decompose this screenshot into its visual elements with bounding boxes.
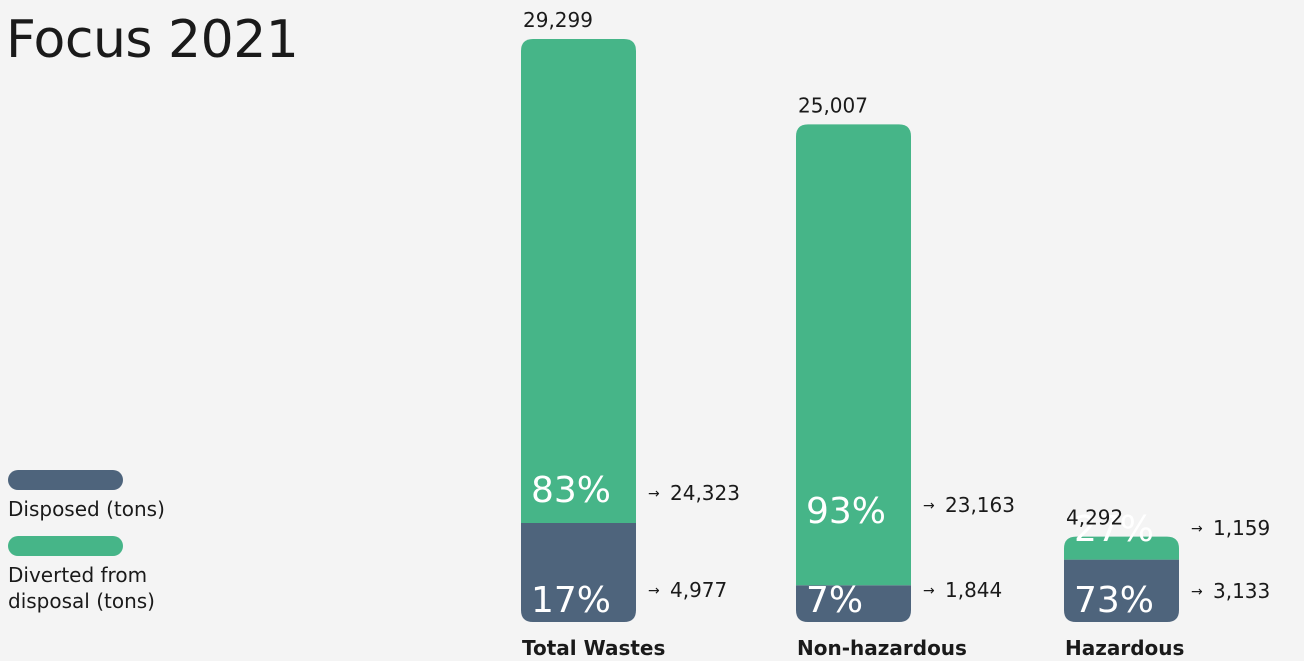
percent-label-disposed: 73% <box>1074 580 1154 621</box>
category-label: Hazardous <box>1065 636 1184 660</box>
total-label: 25,007 <box>798 93 868 117</box>
bar-diverted <box>796 124 911 586</box>
arrow-icon: → <box>1191 584 1203 600</box>
arrow-icon: → <box>923 583 935 599</box>
percent-label-diverted: 93% <box>806 491 886 532</box>
bar-disposed <box>796 585 911 622</box>
bar-disposed <box>1064 559 1179 622</box>
legend-item-disposed: Disposed (tons) <box>8 470 208 522</box>
value-label-diverted: 1,159 <box>1213 516 1270 540</box>
legend-label-diverted: Diverted from disposal (tons) <box>8 563 155 613</box>
arrow-icon: → <box>1191 521 1203 537</box>
page-title: Focus 2021 <box>6 10 299 70</box>
value-label-disposed: 1,844 <box>945 578 1002 602</box>
legend-item-diverted: Diverted from disposal (tons) <box>8 536 208 614</box>
value-label-diverted: 23,163 <box>945 493 1015 517</box>
bar-diverted <box>521 38 636 523</box>
category-label: Non-hazardous <box>797 636 967 660</box>
legend: Disposed (tons) Diverted from disposal (… <box>8 470 208 628</box>
percent-label-diverted: 83% <box>531 470 611 511</box>
legend-label-disposed: Disposed (tons) <box>8 497 165 521</box>
arrow-icon: → <box>648 583 660 599</box>
total-label: 29,299 <box>523 8 593 32</box>
bar-disposed <box>521 522 636 622</box>
value-label-disposed: 4,977 <box>670 578 727 602</box>
category-label: Total Wastes <box>522 636 665 660</box>
bar-diverted <box>1064 536 1179 560</box>
arrow-icon: → <box>923 498 935 514</box>
value-label-diverted: 24,323 <box>670 481 740 505</box>
percent-label-disposed: 17% <box>531 580 611 621</box>
percent-label-diverted: 27% <box>1074 509 1154 550</box>
arrow-icon: → <box>648 486 660 502</box>
total-label: 4,292 <box>1066 506 1123 530</box>
percent-label-disposed: 7% <box>806 580 863 621</box>
legend-swatch-diverted <box>8 536 123 556</box>
legend-swatch-disposed <box>8 470 123 490</box>
value-label-disposed: 3,133 <box>1213 579 1270 603</box>
